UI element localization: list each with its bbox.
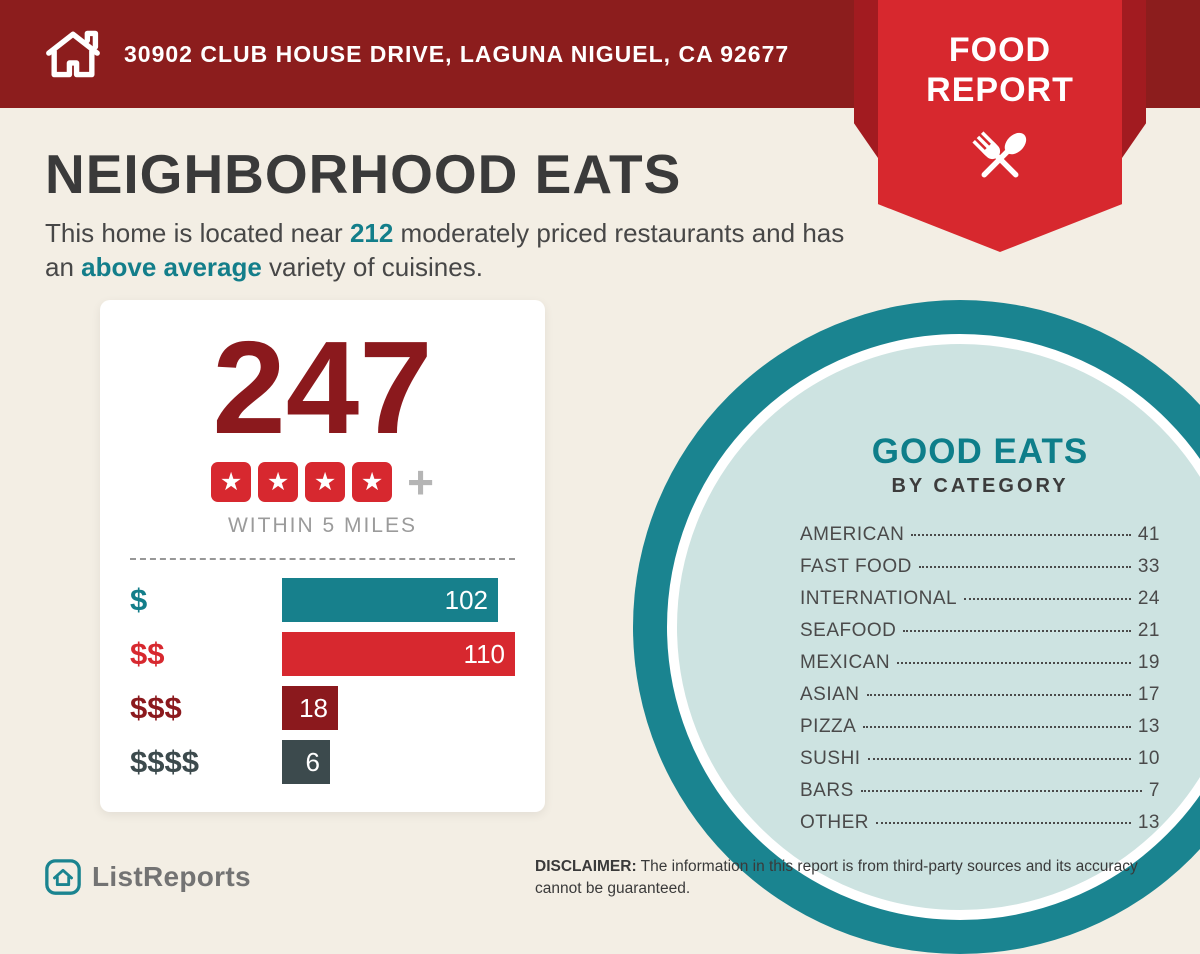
disclaimer: DISCLAIMER: The information in this repo… xyxy=(535,856,1183,899)
star-icon: ★ xyxy=(352,462,393,503)
category-row: INTERNATIONAL 24 xyxy=(800,588,1160,620)
leader-dots xyxy=(863,726,1131,728)
ribbon-line-1: FOOD xyxy=(948,31,1052,69)
price-level-label: $$$$ xyxy=(130,744,199,780)
category-value: 21 xyxy=(1137,620,1160,641)
category-row: OTHER 13 xyxy=(800,812,1160,844)
disclaimer-label: DISCLAIMER: xyxy=(535,858,637,875)
category-row: BARS 7 xyxy=(800,780,1160,812)
brand-name: ListReports xyxy=(92,861,251,892)
category-row: MEXICAN 19 xyxy=(800,652,1160,684)
price-bar-row: $$ 110 xyxy=(130,632,545,677)
page-subtitle: This home is located near 212 moderately… xyxy=(45,216,857,285)
price-bar: 6 xyxy=(282,740,330,785)
category-value: 24 xyxy=(1137,588,1160,609)
plus-icon: + xyxy=(407,456,434,509)
leader-dots xyxy=(860,790,1142,792)
category-label: MEXICAN xyxy=(800,652,891,673)
restaurant-count: 212 xyxy=(349,218,394,248)
ribbon-back-left xyxy=(854,0,878,158)
price-bar-value: 102 xyxy=(444,584,488,615)
listreports-logo-icon xyxy=(45,859,81,895)
category-value: 13 xyxy=(1137,716,1160,737)
ribbon-line-2: REPORT xyxy=(926,71,1074,109)
ribbon-back-right xyxy=(1122,0,1146,158)
category-value: 10 xyxy=(1137,748,1160,769)
category-row: AMERICAN 41 xyxy=(800,524,1160,556)
price-bar-value: 6 xyxy=(305,746,320,777)
price-bars: $102 $$ 110 $$$ 18 $$$$ 6 xyxy=(100,578,545,785)
category-value: 17 xyxy=(1137,684,1160,705)
category-value: 7 xyxy=(1148,780,1160,801)
price-bar-value: 18 xyxy=(299,692,328,723)
star-rating: ★ ★ ★ ★ + xyxy=(100,456,545,509)
category-label: SEAFOOD xyxy=(800,620,897,641)
category-value: 33 xyxy=(1137,556,1160,577)
subtitle-text-2: moderately priced restaurants and has an xyxy=(45,218,845,283)
price-level-label: $$ xyxy=(130,636,165,672)
category-row: PIZZA 13 xyxy=(800,716,1160,748)
within-miles-label: WITHIN 5 MILES xyxy=(227,514,418,538)
leader-dots xyxy=(964,598,1131,600)
price-bar: 110 xyxy=(282,632,515,677)
leader-dots xyxy=(867,758,1131,760)
listreports-logo: ListReports xyxy=(44,858,251,896)
total-restaurants: 247 xyxy=(212,314,433,461)
leader-dots xyxy=(897,662,1131,664)
star-icon: ★ xyxy=(258,462,299,503)
category-row: FAST FOOD 33 xyxy=(800,556,1160,588)
price-bar-row: $$$$ 6 xyxy=(130,740,545,785)
leader-dots xyxy=(866,694,1131,696)
category-label: PIZZA xyxy=(800,716,857,737)
leader-dots xyxy=(918,566,1131,568)
category-list: AMERICAN 41 FAST FOOD 33 INTERNATIONAL 24 SEAF… xyxy=(800,524,1160,844)
subtitle-text-1: This home is located near xyxy=(45,218,350,248)
category-label: OTHER xyxy=(800,812,869,833)
page-title: NEIGHBORHOOD EATS xyxy=(45,143,682,205)
dashed-divider xyxy=(130,558,515,561)
price-bar-value: 110 xyxy=(463,638,505,669)
star-icon: ★ xyxy=(211,462,252,503)
leader-dots xyxy=(876,822,1131,824)
category-label: FAST FOOD xyxy=(800,556,912,577)
leader-dots xyxy=(903,630,1131,632)
price-bar-row: $102 xyxy=(130,578,545,623)
subtitle-text-3: variety of cuisines. xyxy=(261,252,483,283)
food-report-ribbon: FOOD REPORT xyxy=(878,0,1122,252)
category-label: ASIAN xyxy=(800,684,860,705)
category-row: SEAFOOD 21 xyxy=(800,620,1160,652)
price-bar-row: $$$ 18 xyxy=(130,686,545,731)
crossed-utensils-icon xyxy=(972,131,1027,178)
category-label: BARS xyxy=(800,780,854,801)
price-level-label: $ xyxy=(130,582,148,618)
property-address: 30902 CLUB HOUSE DRIVE, LAGUNA NIGUEL, C… xyxy=(124,40,790,67)
category-label: SUSHI xyxy=(800,748,861,769)
category-value: 41 xyxy=(1137,524,1160,545)
leader-dots xyxy=(911,534,1131,536)
stats-card: 247 ★ ★ ★ ★ + WITHIN 5 MILES $102 $$ 110 $$$ 18 $… xyxy=(100,300,545,812)
good-eats-title: GOOD EATS xyxy=(871,432,1089,471)
category-label: AMERICAN xyxy=(800,524,905,545)
disclaimer-text: The information in this report is from t… xyxy=(535,858,1138,897)
variety-highlight: above average xyxy=(81,252,262,283)
category-value: 13 xyxy=(1137,812,1160,833)
good-eats-panel: GOOD EATS BY CATEGORY AMERICAN 41 FAST FOO… xyxy=(800,432,1160,844)
house-icon xyxy=(46,30,100,78)
good-eats-subtitle: BY CATEGORY xyxy=(891,475,1069,497)
price-bar: 102 xyxy=(282,578,498,623)
category-label: INTERNATIONAL xyxy=(800,588,958,609)
category-value: 19 xyxy=(1137,652,1160,673)
price-bar: 18 xyxy=(282,686,338,731)
price-level-label: $$$ xyxy=(130,690,182,726)
category-row: SUSHI 10 xyxy=(800,748,1160,780)
star-icon: ★ xyxy=(305,462,346,503)
category-row: ASIAN 17 xyxy=(800,684,1160,716)
